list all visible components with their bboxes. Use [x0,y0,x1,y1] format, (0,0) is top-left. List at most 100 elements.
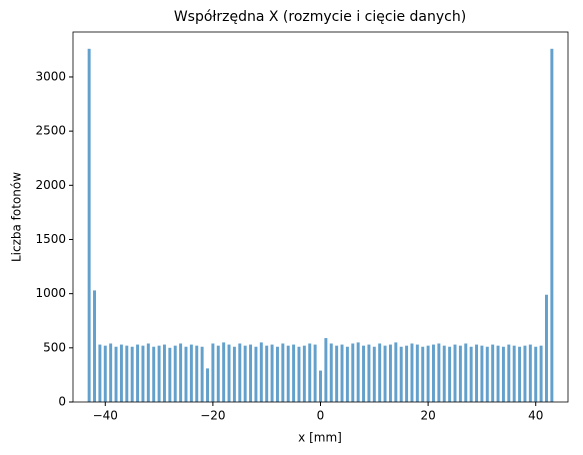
x-axis-label: x [mm] [298,431,342,445]
bar [254,346,258,402]
bar [189,344,193,402]
x-tick-label: −40 [93,409,118,423]
x-tick-label: −20 [200,409,225,423]
bar [399,346,403,402]
bar [232,346,236,402]
bar [507,344,511,402]
bar [238,343,242,402]
bar [388,344,392,402]
bar [206,368,209,402]
bar [356,342,360,402]
bar [157,345,161,402]
bar [442,345,446,402]
bar [367,344,371,402]
bar [335,345,339,402]
y-axis-label: Liczba fotonów [10,172,24,262]
bar [146,343,150,402]
bar [539,345,543,402]
bar [528,344,532,402]
bar [162,344,166,402]
bar [512,345,516,402]
bar [286,345,290,402]
y-tick-label: 1000 [35,286,66,300]
bar [458,345,462,402]
bar [378,343,382,402]
bar [275,346,279,402]
bar [496,345,500,402]
bar [281,343,285,402]
bar [405,345,409,402]
bar [216,345,220,402]
y-tick-label: 3000 [35,69,66,83]
bar [302,345,306,402]
bar [534,346,538,402]
x-tick-label: 0 [317,409,325,423]
bar [383,345,387,402]
bar [345,346,349,402]
bar [448,346,452,402]
bar [243,345,247,402]
bar [130,346,134,402]
bar [421,346,425,402]
y-tick-label: 2000 [35,178,66,192]
bar [136,344,140,402]
bar [340,344,344,402]
bar [475,344,479,402]
bar [195,345,199,402]
bar [544,294,548,402]
bar [98,344,102,402]
bar [125,345,129,402]
bar [103,345,107,402]
bar [270,344,274,402]
bar [259,342,263,402]
y-tick-label: 0 [58,395,66,409]
bar [453,344,457,402]
bar [394,342,398,402]
bar [523,345,527,402]
bar [329,343,333,402]
y-tick-label: 500 [43,340,66,354]
bar [211,343,215,402]
bar [432,344,435,402]
bar [184,346,188,402]
bar [437,343,441,402]
chart-title: Współrzędna X (rozmycie i cięcie danych) [174,9,466,25]
bar [501,346,505,402]
bar [265,345,269,402]
bar [415,344,419,402]
bar [362,345,366,402]
bar [426,345,430,402]
bar [141,345,145,402]
bar [469,346,473,402]
bar [324,338,328,402]
bar [485,346,489,402]
bar [114,346,118,402]
x-tick-label: 40 [528,409,543,423]
bar [292,344,296,402]
bar [518,346,522,402]
bar [249,344,253,402]
bar [109,343,113,402]
plot-frame [72,31,569,403]
bar [410,343,414,402]
bar [351,343,355,402]
y-tick-label: 1500 [35,232,66,246]
bar [179,343,183,402]
bar [222,342,226,402]
bar [491,344,495,402]
bar [319,370,322,402]
y-tick-label: 2500 [35,124,66,138]
bar [297,346,301,402]
bar [372,346,376,402]
bar [93,290,97,402]
bar [313,344,317,402]
bar [168,347,172,402]
bar [119,344,123,402]
bar [308,343,312,402]
bar [480,345,484,402]
bar [152,346,156,402]
bar [173,345,177,402]
bar [464,343,468,402]
bar [227,344,231,402]
